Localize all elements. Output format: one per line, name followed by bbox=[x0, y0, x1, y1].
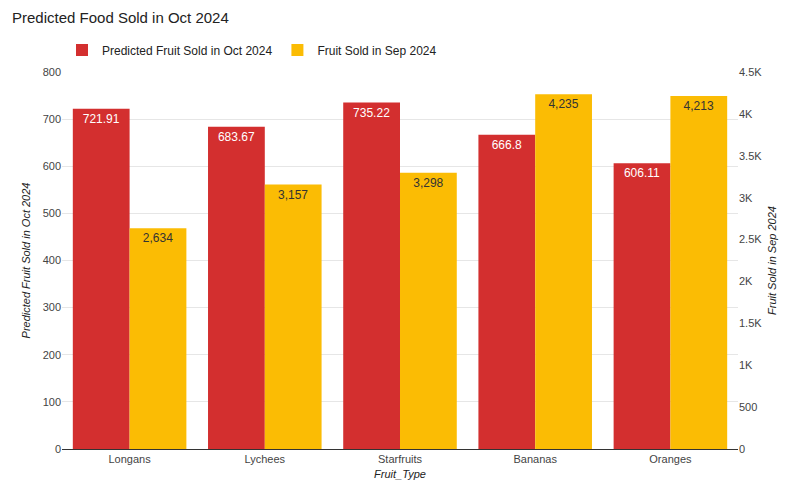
svg-text:Longans: Longans bbox=[108, 453, 151, 465]
svg-text:4,213: 4,213 bbox=[684, 99, 714, 113]
svg-text:4K: 4K bbox=[739, 108, 753, 120]
svg-text:3,157: 3,157 bbox=[278, 188, 308, 202]
svg-text:1K: 1K bbox=[739, 359, 753, 371]
svg-text:200: 200 bbox=[43, 349, 61, 361]
svg-text:Oranges: Oranges bbox=[649, 453, 692, 465]
svg-text:100: 100 bbox=[43, 396, 61, 408]
svg-text:683.67: 683.67 bbox=[218, 130, 255, 144]
svg-text:500: 500 bbox=[739, 401, 757, 413]
svg-text:666.8: 666.8 bbox=[492, 138, 522, 152]
svg-text:1.5K: 1.5K bbox=[739, 317, 762, 329]
svg-text:2K: 2K bbox=[739, 275, 753, 287]
svg-text:4.5K: 4.5K bbox=[739, 66, 762, 78]
svg-text:700: 700 bbox=[43, 113, 61, 125]
svg-text:Fruit Sold in Sep 2024: Fruit Sold in Sep 2024 bbox=[317, 44, 436, 58]
svg-text:735.22: 735.22 bbox=[353, 106, 390, 120]
svg-text:721.91: 721.91 bbox=[83, 112, 120, 126]
svg-text:4,235: 4,235 bbox=[548, 97, 578, 111]
svg-text:Predicted Fruit Sold in Oct 20: Predicted Fruit Sold in Oct 2024 bbox=[20, 183, 32, 339]
svg-text:Bananas: Bananas bbox=[513, 453, 557, 465]
svg-text:400: 400 bbox=[43, 254, 61, 266]
svg-text:800: 800 bbox=[43, 66, 61, 78]
svg-text:300: 300 bbox=[43, 301, 61, 313]
svg-text:Predicted Food Sold in Oct 202: Predicted Food Sold in Oct 2024 bbox=[12, 9, 229, 26]
svg-text:Lychees: Lychees bbox=[245, 453, 286, 465]
svg-text:3.5K: 3.5K bbox=[739, 150, 762, 162]
svg-text:Predicted Fruit Sold in Oct 20: Predicted Fruit Sold in Oct 2024 bbox=[102, 44, 272, 58]
svg-text:3,298: 3,298 bbox=[413, 176, 443, 190]
svg-text:600: 600 bbox=[43, 160, 61, 172]
svg-text:606.11: 606.11 bbox=[624, 166, 660, 180]
svg-text:Fruit_Type: Fruit_Type bbox=[374, 468, 426, 480]
svg-text:3K: 3K bbox=[739, 192, 753, 204]
svg-text:0: 0 bbox=[739, 443, 745, 455]
svg-text:2.5K: 2.5K bbox=[739, 233, 762, 245]
svg-text:500: 500 bbox=[43, 207, 61, 219]
svg-text:Fruit Sold in Sep 2024: Fruit Sold in Sep 2024 bbox=[766, 206, 778, 315]
svg-text:Starfruits: Starfruits bbox=[378, 453, 423, 465]
svg-text:2,634: 2,634 bbox=[143, 231, 173, 245]
svg-text:0: 0 bbox=[55, 443, 61, 455]
